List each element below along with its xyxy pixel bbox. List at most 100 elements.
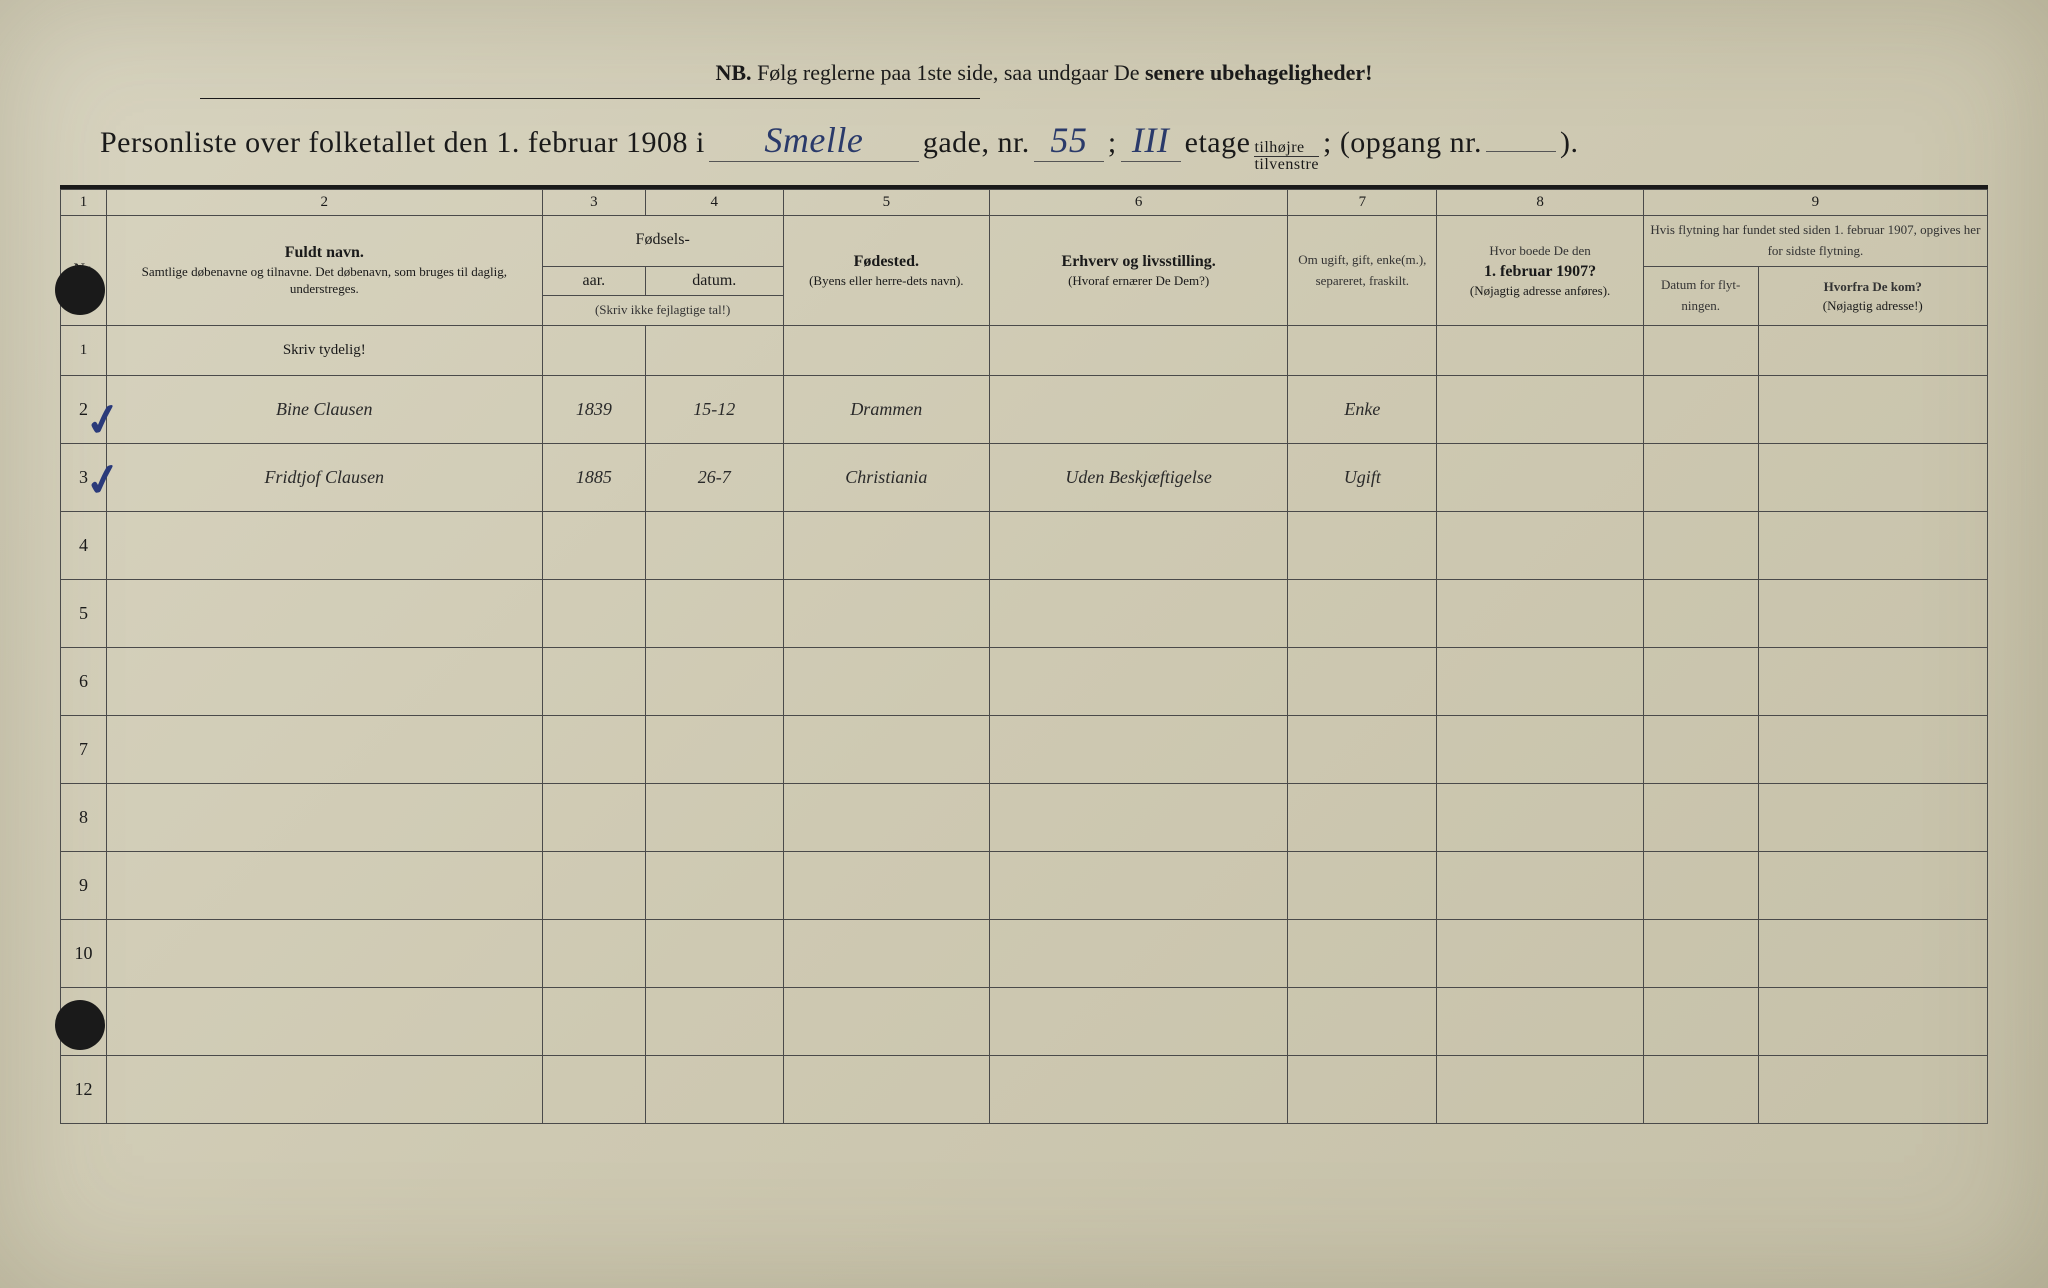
table-row: 12: [61, 1056, 1988, 1124]
table-cell: [1643, 376, 1758, 444]
table-cell: [1758, 716, 1987, 784]
table-cell: [1758, 580, 1987, 648]
table-cell: [783, 512, 989, 580]
table-cell: [1758, 648, 1987, 716]
hdr-birthplace-title: Fødested.: [854, 253, 919, 270]
table-cell: [106, 920, 542, 988]
colnum-4: 4: [645, 190, 783, 216]
table-cell: [1758, 988, 1987, 1056]
table-cell: [990, 784, 1288, 852]
table-cell: [783, 648, 989, 716]
hdr-name-sub: Samtlige døbenavne og tilnavne. Det døbe…: [113, 264, 536, 298]
table-cell: [542, 648, 645, 716]
table-cell: [542, 988, 645, 1056]
table-cell: [106, 784, 542, 852]
hdr-marital-text: Om ugift, gift, enke(m.), separeret, fra…: [1298, 252, 1426, 288]
table-cell: 8: [61, 784, 107, 852]
table-cell: [1288, 784, 1437, 852]
table-cell: Ugift: [1288, 444, 1437, 512]
table-cell: [106, 580, 542, 648]
table-cell: Drammen: [783, 376, 989, 444]
street-field: Smelle: [709, 119, 919, 162]
hdr-prev-sub: (Nøjagtig adresse anføres).: [1443, 283, 1636, 300]
nb-instruction: NB. Følg reglerne paa 1ste side, saa und…: [100, 60, 1988, 86]
table-cell: [1643, 988, 1758, 1056]
table-cell: Skriv tydelig!: [106, 326, 542, 376]
table-cell: [1643, 580, 1758, 648]
table-cell: Bine Clausen: [106, 376, 542, 444]
table-cell: [542, 852, 645, 920]
table-cell: [990, 716, 1288, 784]
hdr-birth-title: Fødsels-: [542, 216, 783, 267]
table-cell: [1437, 326, 1643, 376]
table-cell: [1643, 852, 1758, 920]
table-cell: [106, 716, 542, 784]
table-cell: [1643, 512, 1758, 580]
table-cell: [1288, 1056, 1437, 1124]
table-cell: [106, 512, 542, 580]
table-cell: [1437, 512, 1643, 580]
table-cell: [1643, 326, 1758, 376]
table-cell: [645, 326, 783, 376]
table-cell: [1437, 648, 1643, 716]
table-cell: [645, 784, 783, 852]
census-form-page: ✓ ✓ NB. Følg reglerne paa 1ste side, saa…: [0, 0, 2048, 1288]
table-cell: [1643, 648, 1758, 716]
table-cell: [783, 326, 989, 376]
table-cell: [542, 1056, 645, 1124]
hdr-move-text: Hvis flytning har fundet sted siden 1. f…: [1650, 222, 1980, 258]
table-cell: [1437, 784, 1643, 852]
table-cell: [990, 1056, 1288, 1124]
hdr-prev-addr: Hvor boede De den 1. februar 1907? (Nøja…: [1437, 216, 1643, 326]
table-cell: Christiania: [783, 444, 989, 512]
nb-text-bold: senere ubehageligheder!: [1145, 60, 1373, 85]
table-cell: [1643, 444, 1758, 512]
header-row-1: Nr. Fuldt navn. Samtlige døbenavne og ti…: [61, 216, 1988, 267]
table-cell: [990, 920, 1288, 988]
table-cell: [1643, 784, 1758, 852]
table-cell: [783, 988, 989, 1056]
table-cell: [1758, 512, 1987, 580]
hdr-move-title: Hvis flytning har fundet sted siden 1. f…: [1643, 216, 1987, 267]
hdr-move-date-text: Datum for flyt-ningen.: [1661, 277, 1740, 313]
table-cell: [783, 784, 989, 852]
colnum-1: 1: [61, 190, 107, 216]
side-bottom: tilvenstre: [1254, 157, 1319, 173]
side-options: tilhøjre tilvenstre: [1254, 140, 1319, 173]
table-cell: [783, 580, 989, 648]
table-cell: [990, 988, 1288, 1056]
hdr-occupation-sub: (Hvoraf ernærer De Dem?): [996, 273, 1281, 290]
floor-field: III: [1121, 119, 1181, 162]
table-cell: [783, 920, 989, 988]
hdr-move-from: Hvorfra De kom? (Nøjagtig adresse!): [1758, 266, 1987, 326]
colnum-2: 2: [106, 190, 542, 216]
hdr-occupation-title: Erhverv og livsstilling.: [1062, 253, 1216, 270]
hdr-move-from-title: Hvorfra De kom?: [1824, 279, 1922, 294]
hdr-marital: Om ugift, gift, enke(m.), separeret, fra…: [1288, 216, 1437, 326]
table-row: 4: [61, 512, 1988, 580]
table-cell: [645, 716, 783, 784]
table-cell: [1643, 920, 1758, 988]
table-cell: 1: [61, 326, 107, 376]
table-cell: [783, 716, 989, 784]
table-cell: [106, 1056, 542, 1124]
table-cell: 5: [61, 580, 107, 648]
table-cell: [1288, 326, 1437, 376]
table-cell: 1885: [542, 444, 645, 512]
table-cell: 4: [61, 512, 107, 580]
table-cell: 1839: [542, 376, 645, 444]
table-cell: 15-12: [645, 376, 783, 444]
table-cell: [1288, 648, 1437, 716]
title-t1: Personliste over folketallet den 1. febr…: [100, 126, 705, 160]
table-row: 10: [61, 920, 1988, 988]
table-cell: [1437, 716, 1643, 784]
table-row: 9: [61, 852, 1988, 920]
colnum-7: 7: [1288, 190, 1437, 216]
table-cell: [1758, 920, 1987, 988]
table-cell: [645, 920, 783, 988]
table-cell: [645, 580, 783, 648]
title-t6: ).: [1560, 126, 1579, 160]
table-row: 11: [61, 988, 1988, 1056]
table-row: 7: [61, 716, 1988, 784]
table-cell: [990, 648, 1288, 716]
